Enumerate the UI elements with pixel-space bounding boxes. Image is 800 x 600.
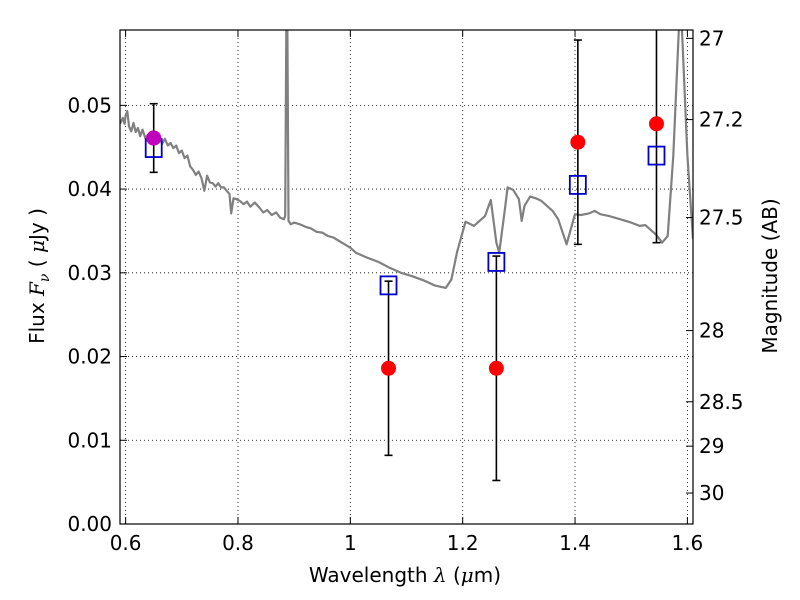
- y2-tick-label: 27: [699, 26, 724, 50]
- y2-tick-label: 28.5: [699, 390, 744, 414]
- grid-lines: [120, 30, 693, 525]
- x-tick-label: 0.8: [222, 531, 254, 555]
- model-photometry-marker: [568, 174, 587, 195]
- x-tick-label: 1: [344, 531, 357, 555]
- y-axis-label: Flux Fν ( μJy ): [25, 208, 53, 344]
- highlighted-point: [146, 130, 162, 146]
- y-tick-label: 0.00: [67, 512, 112, 536]
- plot-area: [120, 30, 693, 482]
- model-photometry-marker: [647, 145, 666, 166]
- y-tick-label: 0.03: [67, 261, 112, 285]
- x-tick-label: 1.4: [559, 531, 591, 555]
- y-tick-label: 0.02: [67, 345, 112, 369]
- axis-ticks: 0.6 0.8 1 1.2 1.4 1.6 0.00 0.01 0.02 0.03 0.04 0.05…: [67, 26, 743, 555]
- x-tick-label: 1.2: [447, 531, 479, 555]
- y2-tick-label: 30: [699, 481, 724, 505]
- x-axis-label: Wavelength λ (μm): [309, 563, 501, 587]
- y2-tick-label: 27.2: [699, 108, 744, 132]
- y2-axis-label: Magnitude (AB): [758, 198, 782, 353]
- y-tick-label: 0.04: [67, 177, 112, 201]
- observed-flux-point: [648, 116, 664, 132]
- model-photometry-marker: [379, 275, 398, 296]
- spectrum-line: [120, 30, 693, 289]
- observed-flux-point: [381, 360, 397, 376]
- x-tick-label: 0.6: [110, 531, 142, 555]
- model-photometry-marker: [487, 252, 506, 272]
- y-tick-label: 0.05: [67, 93, 112, 117]
- y2-tick-label: 29: [699, 434, 724, 458]
- y2-tick-label: 27.5: [699, 206, 744, 230]
- y-tick-label: 0.01: [67, 428, 112, 452]
- observed-flux-point: [570, 134, 586, 150]
- y2-tick-label: 28: [699, 319, 724, 343]
- observed-flux-point: [488, 360, 504, 376]
- x-tick-label: 1.6: [671, 531, 703, 555]
- plot-frame: [119, 29, 694, 525]
